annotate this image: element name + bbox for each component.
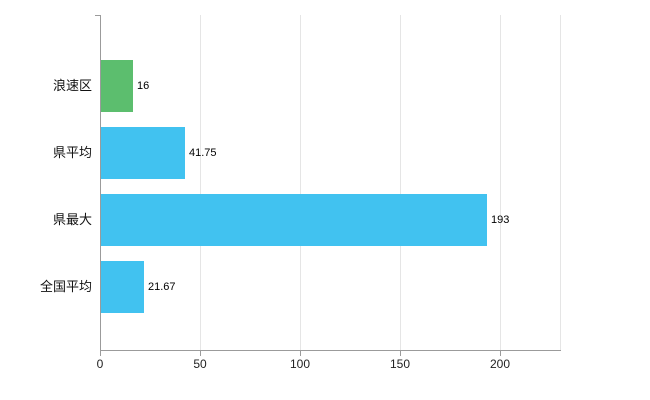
x-axis: [100, 350, 561, 351]
category-label: 浪速区: [52, 78, 92, 93]
bar-全国平均: [101, 261, 144, 313]
x-tick-label: 100: [289, 357, 311, 371]
bar-value-label: 16: [137, 80, 150, 92]
x-tick-label: 150: [389, 357, 411, 371]
bar-value-label: 193: [491, 214, 510, 226]
x-tick-label: 50: [193, 357, 207, 371]
bar-県最大: [101, 194, 487, 246]
y-axis: [100, 15, 101, 350]
x-axis-tick: [300, 351, 301, 356]
gridline: [500, 15, 501, 350]
category-label: 県平均: [52, 145, 92, 160]
x-axis-tick: [500, 351, 501, 356]
bar-value-label: 41.75: [189, 147, 217, 159]
x-tick-label: 200: [489, 357, 511, 371]
gridline-right-edge: [560, 15, 561, 350]
category-label: 県最大: [52, 212, 92, 227]
x-tick-label: 0: [96, 357, 104, 371]
x-axis-tick: [400, 351, 401, 356]
bar-value-label: 21.67: [148, 281, 176, 293]
bar-浪速区: [101, 60, 133, 112]
gridline: [400, 15, 401, 350]
category-label: 全国平均: [39, 279, 92, 294]
y-axis-top-tick: [95, 15, 100, 16]
gridline: [300, 15, 301, 350]
gridline: [200, 15, 201, 350]
bar-県平均: [101, 127, 185, 179]
x-axis-tick: [100, 351, 101, 356]
x-axis-tick: [200, 351, 201, 356]
